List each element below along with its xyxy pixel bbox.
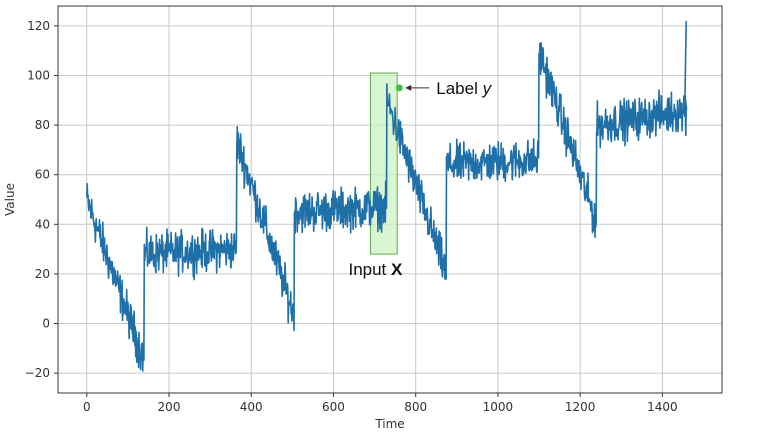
y-tick-label: 80 bbox=[35, 118, 50, 132]
y-tick-label: 40 bbox=[35, 217, 50, 231]
y-tick-label: 60 bbox=[35, 168, 50, 182]
x-tick-label: 800 bbox=[404, 400, 427, 414]
x-tick-label: 600 bbox=[322, 400, 345, 414]
y-tick-label: −20 bbox=[25, 366, 50, 380]
y-axis-label: Value bbox=[3, 183, 17, 216]
label-y-annotation: Label y bbox=[436, 79, 492, 98]
input-window-rect bbox=[369, 72, 398, 255]
label-prefix: Label bbox=[436, 79, 482, 98]
input-var: X bbox=[391, 260, 403, 279]
input-window-group bbox=[369, 72, 398, 255]
x-tick-label: 200 bbox=[158, 400, 181, 414]
y-tick-label: 100 bbox=[27, 68, 50, 82]
x-tick-label: 1000 bbox=[483, 400, 514, 414]
y-tick-label: 0 bbox=[42, 317, 50, 331]
y-ticks: −20 0 20 40 60 80 100 120 bbox=[25, 19, 58, 380]
plot-frame bbox=[57, 5, 723, 394]
label-point bbox=[395, 84, 403, 92]
y-tick-label: 20 bbox=[35, 267, 50, 281]
y-tick-label: 120 bbox=[27, 19, 50, 33]
label-var: y bbox=[482, 79, 493, 98]
input-x-annotation: Input X bbox=[348, 260, 403, 279]
annotations: Label y Input X bbox=[348, 79, 492, 279]
x-tick-label: 0 bbox=[83, 400, 91, 414]
series-group bbox=[86, 20, 688, 372]
label-arrow-head bbox=[405, 84, 412, 91]
series-line bbox=[86, 20, 688, 372]
input-prefix: Input bbox=[348, 260, 391, 279]
x-tick-label: 1400 bbox=[647, 400, 678, 414]
x-ticks: 0 200 400 600 800 1000 1200 1400 bbox=[83, 393, 678, 414]
x-tick-label: 400 bbox=[240, 400, 263, 414]
x-axis-label: Time bbox=[374, 417, 404, 431]
x-tick-label: 1200 bbox=[565, 400, 596, 414]
